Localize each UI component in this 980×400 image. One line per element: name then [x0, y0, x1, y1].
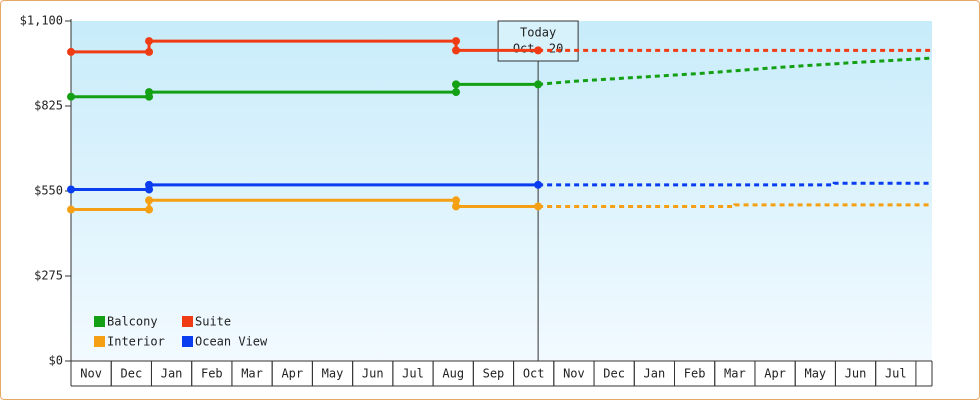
marker — [67, 205, 75, 214]
marker — [452, 46, 461, 55]
legend-label: Ocean View — [195, 335, 268, 349]
legend-label: Suite — [195, 315, 231, 329]
plot-area — [71, 21, 932, 361]
marker — [452, 37, 461, 46]
marker — [534, 202, 543, 211]
marker — [145, 205, 154, 214]
marker — [534, 180, 543, 189]
marker — [145, 88, 154, 97]
x-tick-label: Mar — [241, 367, 263, 381]
x-tick-label: Jul — [402, 367, 424, 381]
marker — [67, 47, 75, 56]
marker — [452, 196, 461, 205]
x-tick-label: Jan — [644, 367, 666, 381]
marker — [452, 88, 461, 97]
legend-swatch — [182, 336, 193, 347]
x-tick-label: Jan — [161, 367, 183, 381]
marker — [67, 92, 75, 101]
x-tick-label: May — [804, 367, 826, 381]
legend-label: Balcony — [107, 315, 158, 329]
marker — [145, 196, 154, 205]
x-tick-label: Sep — [483, 367, 505, 381]
x-tick-label: Aug — [442, 367, 464, 381]
forecast-line — [538, 181, 932, 187]
legend-label: Interior — [107, 335, 165, 349]
y-tick-label: $0 — [49, 354, 63, 368]
marker — [67, 185, 75, 194]
legend-swatch — [182, 316, 193, 327]
history-line — [71, 39, 539, 54]
x-tick-label: Jun — [845, 367, 867, 381]
x-tick-label: Mar — [724, 367, 746, 381]
legend-swatch — [94, 316, 105, 327]
marker — [452, 202, 461, 211]
y-tick-label: $275 — [34, 269, 63, 283]
history-line — [71, 82, 539, 99]
x-tick-label: Feb — [201, 367, 223, 381]
marker — [452, 80, 461, 89]
y-tick-label: $550 — [34, 184, 63, 198]
marker — [145, 47, 154, 56]
marker — [534, 80, 543, 89]
y-tick-label: $1,100 — [20, 14, 63, 28]
x-tick-label: Apr — [764, 367, 786, 381]
x-tick-label: May — [322, 367, 344, 381]
x-tick-label: Apr — [281, 367, 303, 381]
y-tick-label: $825 — [34, 99, 63, 113]
marker — [145, 180, 154, 189]
legend-swatch — [94, 336, 105, 347]
marker — [145, 37, 154, 46]
today-label: Today — [520, 26, 556, 40]
x-tick-label: Dec — [603, 367, 625, 381]
x-tick-label: Nov — [80, 367, 102, 381]
history-line — [71, 198, 539, 212]
forecast-line — [537, 56, 933, 86]
x-tick-label: Jul — [885, 367, 907, 381]
x-tick-label: Jun — [362, 367, 384, 381]
x-tick-label: Oct — [523, 367, 545, 381]
x-tick-label: Dec — [121, 367, 143, 381]
x-tick-label: Nov — [563, 367, 585, 381]
x-tick-label: Feb — [684, 367, 706, 381]
marker — [534, 46, 543, 55]
